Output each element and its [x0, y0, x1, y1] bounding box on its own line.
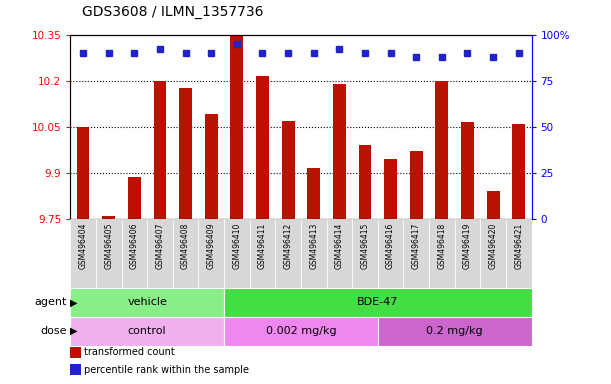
Text: GSM496411: GSM496411: [258, 222, 267, 268]
Bar: [455, 219, 480, 288]
Text: GSM496412: GSM496412: [284, 222, 293, 268]
Bar: [352, 219, 378, 288]
Bar: [153, 81, 166, 219]
Text: control: control: [128, 326, 166, 336]
Text: GSM496414: GSM496414: [335, 222, 344, 269]
Bar: [96, 219, 122, 288]
Bar: [276, 219, 301, 288]
Bar: [307, 168, 320, 219]
Bar: [403, 219, 429, 288]
Bar: [487, 191, 500, 219]
Text: percentile rank within the sample: percentile rank within the sample: [84, 364, 249, 375]
Text: GSM496407: GSM496407: [155, 222, 164, 269]
Bar: [122, 219, 147, 288]
Bar: [147, 219, 173, 288]
Bar: [179, 88, 192, 219]
Text: ▶: ▶: [70, 326, 77, 336]
Text: GSM496405: GSM496405: [104, 222, 113, 269]
Bar: [173, 219, 199, 288]
Bar: [378, 219, 403, 288]
Text: transformed count: transformed count: [84, 347, 175, 358]
Text: GSM496417: GSM496417: [412, 222, 421, 269]
Bar: [378, 317, 532, 346]
Text: GSM496413: GSM496413: [309, 222, 318, 269]
Bar: [76, 127, 89, 219]
Bar: [224, 288, 532, 317]
Bar: [429, 219, 455, 288]
Bar: [128, 177, 141, 219]
Bar: [224, 317, 378, 346]
Text: GSM496419: GSM496419: [463, 222, 472, 269]
Text: ▶: ▶: [70, 297, 77, 308]
Text: GSM496408: GSM496408: [181, 222, 190, 269]
Text: GSM496420: GSM496420: [489, 222, 497, 269]
Bar: [359, 145, 371, 219]
Bar: [199, 219, 224, 288]
Bar: [230, 36, 243, 219]
Bar: [282, 121, 295, 219]
Bar: [205, 114, 218, 219]
Text: 0.2 mg/kg: 0.2 mg/kg: [426, 326, 483, 336]
Text: BDE-47: BDE-47: [357, 297, 398, 308]
Text: GSM496406: GSM496406: [130, 222, 139, 269]
Bar: [461, 122, 474, 219]
Bar: [250, 219, 276, 288]
Bar: [70, 317, 224, 346]
Text: GSM496418: GSM496418: [437, 222, 447, 268]
Bar: [333, 84, 346, 219]
Text: dose: dose: [41, 326, 67, 336]
Bar: [410, 151, 423, 219]
Bar: [70, 219, 96, 288]
Text: 0.002 mg/kg: 0.002 mg/kg: [266, 326, 336, 336]
Text: GSM496415: GSM496415: [360, 222, 370, 269]
Bar: [102, 216, 115, 219]
Bar: [436, 81, 448, 219]
Text: GSM496410: GSM496410: [232, 222, 241, 269]
Bar: [70, 288, 224, 317]
Bar: [256, 76, 269, 219]
Bar: [224, 219, 250, 288]
Bar: [326, 219, 352, 288]
Bar: [384, 159, 397, 219]
Text: GSM496404: GSM496404: [79, 222, 87, 269]
Bar: [506, 219, 532, 288]
Bar: [301, 219, 326, 288]
Text: agent: agent: [35, 297, 67, 308]
Text: vehicle: vehicle: [127, 297, 167, 308]
Text: GSM496409: GSM496409: [207, 222, 216, 269]
Bar: [480, 219, 506, 288]
Text: GDS3608 / ILMN_1357736: GDS3608 / ILMN_1357736: [82, 5, 264, 19]
Bar: [513, 124, 525, 219]
Text: GSM496416: GSM496416: [386, 222, 395, 269]
Text: GSM496421: GSM496421: [514, 222, 523, 268]
